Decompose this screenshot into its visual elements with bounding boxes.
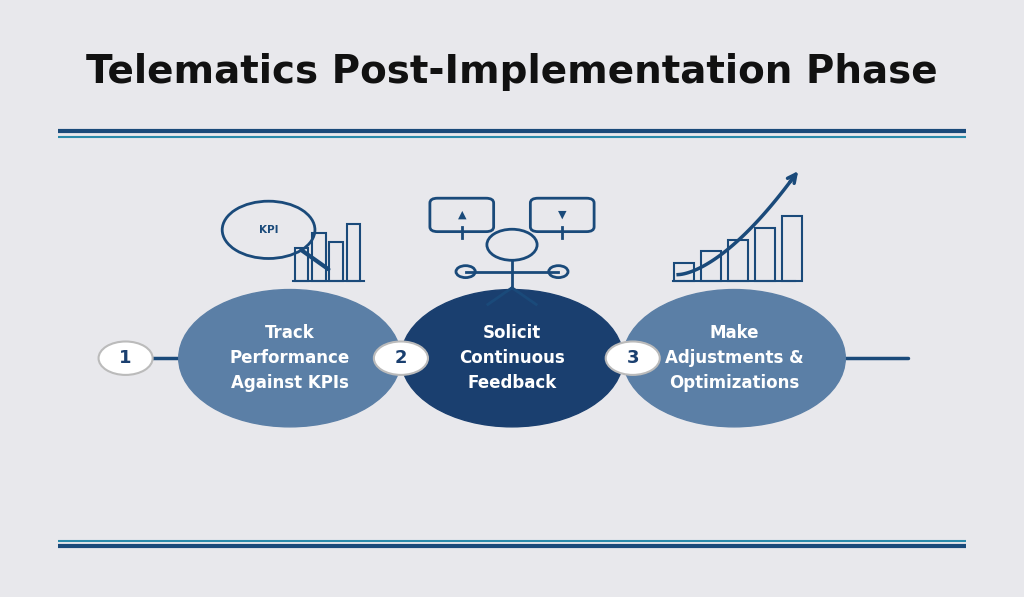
Circle shape xyxy=(179,290,401,427)
Text: Telematics Post-Implementation Phase: Telematics Post-Implementation Phase xyxy=(86,53,938,91)
Circle shape xyxy=(374,341,428,375)
Bar xyxy=(295,248,308,281)
Bar xyxy=(782,216,802,281)
Circle shape xyxy=(623,290,845,427)
Bar xyxy=(674,263,693,281)
Bar xyxy=(701,251,721,281)
Text: 3: 3 xyxy=(627,349,639,367)
Text: Solicit
Continuous
Feedback: Solicit Continuous Feedback xyxy=(459,324,565,392)
Text: Make
Adjustments &
Optimizations: Make Adjustments & Optimizations xyxy=(665,324,804,392)
Text: ▼: ▼ xyxy=(558,210,566,220)
Text: ▲: ▲ xyxy=(458,210,466,220)
Bar xyxy=(312,233,326,281)
Bar xyxy=(330,242,343,281)
Text: Track
Performance
Against KPIs: Track Performance Against KPIs xyxy=(229,324,350,392)
Text: KPI: KPI xyxy=(259,225,279,235)
Bar xyxy=(756,228,775,281)
Circle shape xyxy=(606,341,659,375)
Text: 1: 1 xyxy=(120,349,132,367)
Bar xyxy=(347,224,360,281)
Circle shape xyxy=(98,341,153,375)
Bar xyxy=(728,240,748,281)
Circle shape xyxy=(401,290,623,427)
Text: 2: 2 xyxy=(394,349,408,367)
